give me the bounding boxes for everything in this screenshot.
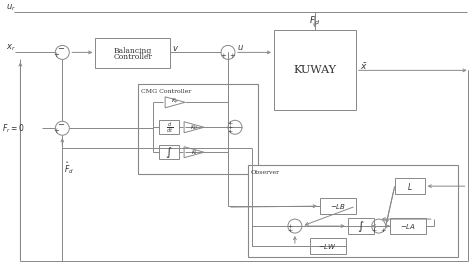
Text: +: + xyxy=(287,223,292,229)
Bar xyxy=(395,178,425,194)
Bar xyxy=(310,238,346,254)
Text: $u_r$: $u_r$ xyxy=(7,3,17,13)
Bar xyxy=(248,165,457,257)
Text: CMG Controller: CMG Controller xyxy=(141,89,191,94)
Text: +: + xyxy=(228,129,233,134)
Text: KUWAY: KUWAY xyxy=(293,65,337,75)
Text: Controller: Controller xyxy=(113,53,152,61)
Text: +: + xyxy=(228,121,233,126)
Text: $K_p$: $K_p$ xyxy=(171,97,179,107)
Text: +: + xyxy=(229,52,235,60)
Text: −: − xyxy=(57,45,64,53)
Bar xyxy=(95,38,170,68)
Text: $-LW$: $-LW$ xyxy=(319,242,337,250)
Text: +: + xyxy=(54,127,59,135)
Bar xyxy=(274,30,356,110)
Text: $L$: $L$ xyxy=(407,181,412,192)
Bar xyxy=(159,145,179,159)
Bar xyxy=(159,120,179,134)
Text: $\bar{x}$: $\bar{x}$ xyxy=(360,61,367,72)
Bar xyxy=(138,84,258,174)
Text: $x_r$: $x_r$ xyxy=(7,43,16,53)
Text: $-LB$: $-LB$ xyxy=(330,202,346,211)
Text: +: + xyxy=(228,125,233,130)
Text: −: − xyxy=(57,121,64,129)
Text: $K_D$: $K_D$ xyxy=(190,123,198,132)
Text: +: + xyxy=(54,51,59,59)
Bar xyxy=(320,198,356,214)
Text: +: + xyxy=(371,227,376,233)
Text: $\int$: $\int$ xyxy=(357,219,365,234)
Text: $K_I$: $K_I$ xyxy=(191,148,197,157)
Text: $\hat{F}_d$: $\hat{F}_d$ xyxy=(64,160,74,176)
Text: $F_r=0$: $F_r=0$ xyxy=(2,122,25,135)
Text: $-LA$: $-LA$ xyxy=(400,222,416,231)
Text: $v$: $v$ xyxy=(172,44,179,53)
Text: $F_d$: $F_d$ xyxy=(309,14,320,27)
Text: +: + xyxy=(287,227,292,233)
Text: Observer: Observer xyxy=(251,170,280,175)
Text: $\frac{d}{dt}$: $\frac{d}{dt}$ xyxy=(165,120,173,135)
Text: $u$: $u$ xyxy=(237,43,244,52)
Text: $\int$: $\int$ xyxy=(165,145,173,160)
Text: Balancing: Balancing xyxy=(114,48,152,55)
Bar xyxy=(390,218,426,234)
Bar xyxy=(348,218,374,234)
Text: +: + xyxy=(220,52,226,60)
Text: +: + xyxy=(380,227,385,233)
